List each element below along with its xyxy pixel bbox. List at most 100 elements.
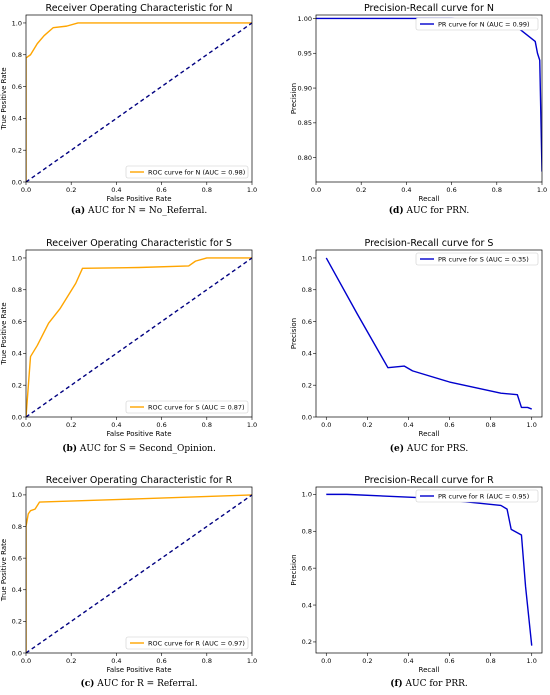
x-axis-label: Recall — [419, 666, 440, 674]
plot-frame — [315, 486, 543, 654]
chart-f: Precision-Recall curve for R 0.0 0.2 0.4 0.6… — [290, 475, 543, 689]
y-tick-label: 0.6 — [12, 554, 22, 562]
caption-text: AUC for PRS. — [404, 444, 468, 454]
x-tick-label: 0.6 — [156, 421, 166, 429]
y-tick-label: 0.0 — [12, 178, 22, 186]
x-tick-label: 0.8 — [202, 421, 212, 429]
y-tick-label: 1.00 — [298, 15, 312, 23]
x-tick-label: 0.8 — [492, 186, 502, 194]
x-tick-label: 0.2 — [362, 421, 372, 429]
plot-frame — [25, 486, 253, 654]
y-tick-label: 0.2 — [12, 618, 22, 626]
y-tick-label: 0.8 — [302, 528, 312, 536]
y-tick-label: 0.4 — [12, 350, 22, 358]
plot-frame — [315, 14, 543, 183]
chance-diagonal-line — [26, 257, 252, 417]
subfigure-caption: (d) AUC for PRN. — [389, 205, 470, 216]
y-tick-label: 0.8 — [12, 523, 22, 531]
subfigure-caption: (e) AUC for PRS. — [390, 443, 469, 454]
legend: PR curve for R (AUC = 0.95) — [415, 489, 539, 503]
legend: ROC curve for S (AUC = 0.87) — [125, 400, 249, 414]
x-tick-label: 0.0 — [321, 421, 331, 429]
x-tick-label: 0.2 — [66, 186, 76, 194]
x-tick-label: 0.2 — [362, 657, 372, 665]
curve-line — [325, 257, 532, 410]
legend-entry: PR curve for S (AUC = 0.35) — [438, 255, 529, 263]
curve-line — [26, 494, 252, 653]
x-tick-label: 0.4 — [403, 657, 413, 665]
y-tick-label: 0.0 — [12, 413, 22, 421]
x-tick-label: 0.2 — [66, 421, 76, 429]
y-tick-label: 0.2 — [302, 381, 312, 389]
x-tick-label: 0.6 — [446, 186, 456, 194]
x-tick-label: 0.6 — [444, 421, 454, 429]
x-tick-label: 0.4 — [403, 421, 413, 429]
chart-e: Precision-Recall curve for S 0.0 0.2 0.4 0.6… — [290, 238, 543, 454]
x-tick-label: 0.6 — [156, 657, 166, 665]
x-tick-label: 1.0 — [247, 186, 257, 194]
x-tick-label: 0.0 — [311, 186, 321, 194]
x-tick-label: 0.4 — [111, 657, 121, 665]
y-tick-label: 0.8 — [12, 51, 22, 59]
x-tick-label: 0.0 — [21, 421, 31, 429]
curve-line — [26, 257, 252, 417]
chart-title: Receiver Operating Characteristic for N — [46, 3, 233, 14]
subfigure-caption: (c) AUC for R = Referral. — [80, 678, 197, 689]
y-tick-label: 0.4 — [12, 115, 22, 123]
y-tick-label: 0.0 — [12, 649, 22, 657]
x-tick-label: 0.0 — [321, 657, 331, 665]
x-tick-label: 0.6 — [156, 186, 166, 194]
x-tick-label: 1.0 — [247, 657, 257, 665]
x-axis-label: Recall — [419, 430, 440, 438]
y-axis-label: Precision — [290, 83, 298, 114]
y-tick-label: 0.90 — [298, 84, 312, 92]
x-tick-label: 0.2 — [356, 186, 366, 194]
series-group — [26, 494, 252, 653]
y-axis-label: Precision — [290, 554, 298, 585]
subfigure-caption: (a) AUC for N = No_Referral. — [71, 205, 208, 216]
caption-label: (c) — [80, 678, 94, 689]
y-tick-label: 0.2 — [12, 146, 22, 154]
x-tick-label: 0.4 — [401, 186, 411, 194]
x-tick-label: 1.0 — [527, 421, 537, 429]
y-tick-label: 0.4 — [302, 601, 312, 609]
legend-box — [125, 636, 249, 650]
y-axis-label: True Positive Rate — [0, 302, 8, 365]
chart-d: Precision-Recall curve for N 0.0 0.2 0.4 0.6… — [290, 3, 547, 216]
y-tick-label: 0.0 — [302, 413, 312, 421]
series-group — [325, 257, 532, 410]
x-tick-label: 1.0 — [247, 421, 257, 429]
y-tick-label: 0.4 — [302, 350, 312, 358]
legend-box — [415, 252, 539, 266]
caption-label: (f) — [390, 678, 402, 689]
plot-frame — [25, 14, 253, 183]
x-tick-label: 0.8 — [202, 186, 212, 194]
y-tick-label: 0.2 — [12, 381, 22, 389]
y-tick-label: 0.80 — [298, 154, 312, 162]
curve-line — [326, 493, 533, 646]
x-tick-label: 1.0 — [537, 186, 547, 194]
caption-text: AUC for N = No_Referral. — [85, 206, 207, 216]
caption-text: AUC for S = Second_Opinion. — [77, 444, 216, 454]
y-tick-label: 0.85 — [298, 119, 312, 127]
legend-entry: ROC curve for S (AUC = 0.87) — [148, 403, 245, 411]
y-axis-label: True Positive Rate — [0, 539, 8, 602]
y-tick-label: 1.0 — [12, 254, 22, 262]
caption-label: (b) — [62, 443, 77, 454]
chart-title: Receiver Operating Characteristic for R — [46, 475, 233, 486]
series-group — [326, 493, 533, 646]
x-tick-label: 0.6 — [444, 657, 454, 665]
legend-entry: ROC curve for N (AUC = 0.98) — [148, 168, 245, 176]
curve-line — [26, 22, 252, 182]
chance-diagonal-line — [26, 22, 252, 182]
y-tick-label: 0.8 — [302, 286, 312, 294]
legend: PR curve for S (AUC = 0.35) — [415, 252, 539, 266]
x-tick-label: 0.4 — [111, 421, 121, 429]
subfigure-caption: (b) AUC for S = Second_Opinion. — [62, 443, 216, 454]
series-group — [26, 257, 252, 417]
chart-title: Receiver Operating Characteristic for S — [46, 238, 232, 249]
chart-title: Precision-Recall curve for R — [364, 475, 494, 486]
plot-frame — [25, 249, 253, 418]
legend-box — [125, 165, 249, 179]
